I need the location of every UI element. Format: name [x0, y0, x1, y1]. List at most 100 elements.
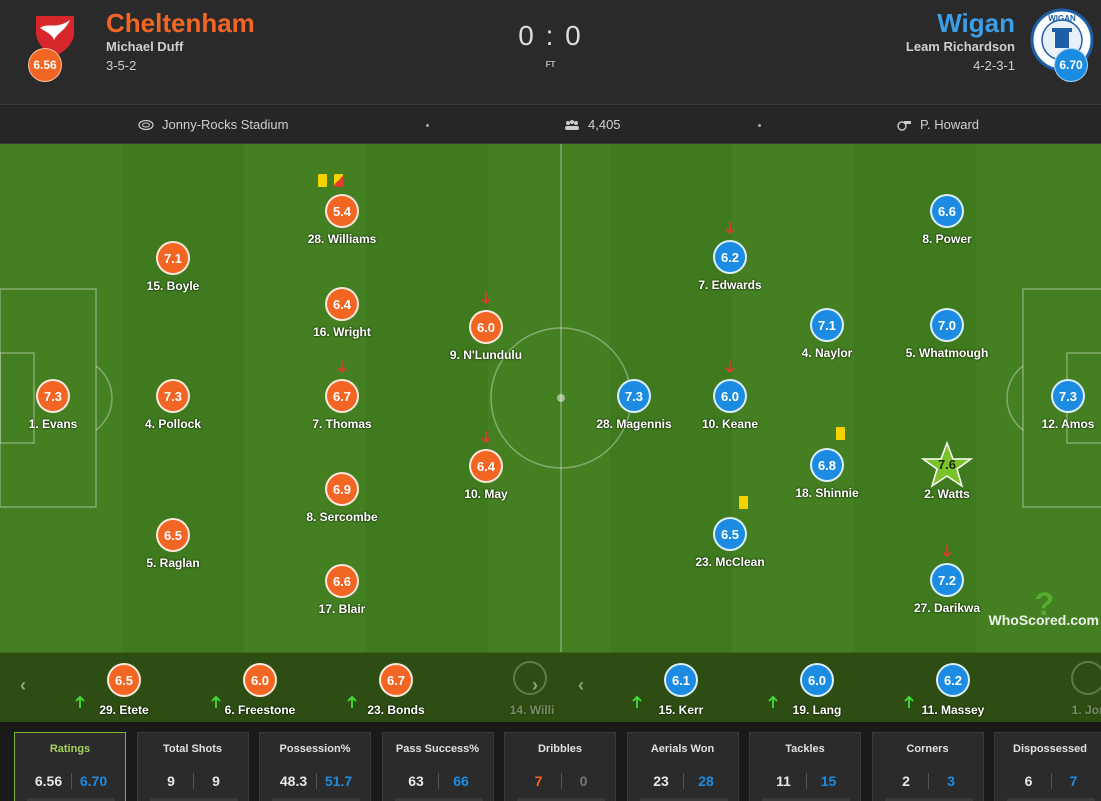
subbed-off-arrow-icon — [481, 431, 491, 444]
player-name: 23. McClean — [695, 555, 765, 569]
substitute-away[interactable]: 1. Jon — [1034, 663, 1101, 717]
stat-divider — [683, 773, 684, 789]
player-darikwa[interactable]: 7.2 27. Darikwa — [892, 563, 1002, 615]
player-rating: 6.8 — [810, 448, 844, 482]
player-boyle[interactable]: 7.1 15. Boyle — [118, 241, 228, 293]
player-naylor[interactable]: 7.1 4. Naylor — [772, 308, 882, 360]
stat-tab-aerials-won[interactable]: Aerials Won 23 28 — [626, 732, 739, 801]
player-rating: 7.1 — [156, 241, 190, 275]
home-team-name[interactable]: Cheltenham — [106, 8, 255, 38]
away-subs-prev-chevron-icon[interactable]: ‹ — [578, 675, 584, 695]
yellow-card-icon — [318, 174, 327, 187]
away-team-name[interactable]: Wigan — [937, 8, 1015, 38]
subbed-off-arrow-icon — [481, 292, 491, 305]
stat-footer-bar — [27, 798, 115, 801]
stat-title: Possession% — [279, 743, 351, 755]
stat-tab-tackles[interactable]: Tackles 11 15 — [749, 732, 861, 801]
player-sercombe[interactable]: 6.9 8. Sercombe — [287, 472, 397, 524]
substitute-home[interactable]: 6.0 6. Freestone — [205, 663, 315, 717]
referee-info: P. Howard — [896, 117, 979, 132]
player-raglan[interactable]: 6.5 5. Raglan — [118, 518, 228, 570]
player-whatmough[interactable]: 7.0 5. Whatmough — [892, 308, 1002, 360]
stat-footer-bar — [272, 798, 360, 801]
stat-home-value: 9 — [167, 773, 175, 789]
stadium-name: Jonny-Rocks Stadium — [162, 117, 289, 132]
player-name: 7. Thomas — [312, 417, 372, 431]
player-pollock[interactable]: 7.3 4. Pollock — [118, 379, 228, 431]
crowd-icon — [565, 119, 579, 130]
stat-away-value: 3 — [947, 773, 955, 789]
stat-tab-corners[interactable]: Corners 2 3 — [871, 732, 984, 801]
player-rating: 6.9 — [325, 472, 359, 506]
home-formation: 3-5-2 — [106, 58, 137, 73]
player-mcclean[interactable]: 6.5 23. McClean — [675, 517, 785, 569]
player-wright[interactable]: 6.4 16. Wright — [287, 287, 397, 339]
stat-divider — [193, 773, 194, 789]
substitute-name: 6. Freestone — [224, 703, 296, 717]
player-edwards[interactable]: 6.2 7. Edwards — [675, 240, 785, 292]
substitute-rating: 6.5 — [107, 663, 141, 697]
player-rating: 6.0 — [469, 310, 503, 344]
stat-tab-dispossessed[interactable]: Dispossessed 6 7 — [994, 732, 1101, 801]
stat-away-value: 15 — [820, 773, 837, 789]
stadium-icon — [138, 119, 154, 130]
player-name: 9. N'Lundulu — [449, 348, 523, 362]
stat-tab-total-shots[interactable]: Total Shots 9 9 — [136, 732, 249, 801]
substitute-home[interactable]: 14. Willi — [477, 663, 587, 717]
stat-home-value: 2 — [902, 773, 910, 789]
player-name: 27. Darikwa — [913, 601, 981, 615]
stat-footer-bar — [149, 798, 238, 801]
stat-divider — [1050, 773, 1052, 789]
player-name: 8. Sercombe — [306, 510, 378, 524]
player-power[interactable]: 6.6 8. Power — [892, 194, 1002, 246]
stat-away-value: 0 — [579, 773, 588, 789]
substitute-name: 14. Willi — [509, 703, 555, 717]
player-rating: 6.6 — [325, 564, 359, 598]
stat-title: Pass Success% — [395, 743, 480, 755]
player-rating: 6.6 — [930, 194, 964, 228]
player-amos[interactable]: 7.3 12. Amos — [1013, 379, 1101, 431]
home-subs-prev-chevron-icon[interactable]: ‹ — [20, 675, 26, 695]
home-subs-next-chevron-icon[interactable]: › — [532, 675, 538, 695]
player-nlundulu[interactable]: 6.0 9. N'Lundulu — [431, 310, 541, 362]
subbed-off-arrow-icon — [942, 545, 952, 558]
player-evans[interactable]: 7.3 1. Evans — [0, 379, 108, 431]
substitute-home[interactable]: 6.7 23. Bonds — [341, 663, 451, 717]
player-rating: 6.7 — [325, 379, 359, 413]
stat-home-value: 6.56 — [34, 773, 63, 789]
substitute-home[interactable]: 6.5 29. Etete — [69, 663, 179, 717]
player-rating: 6.2 — [713, 240, 747, 274]
substitute-away[interactable]: 6.1 15. Kerr — [626, 663, 736, 717]
player-shinnie[interactable]: 6.8 18. Shinnie — [772, 448, 882, 500]
stat-title: Tackles — [785, 743, 825, 755]
player-may[interactable]: 6.4 10. May — [431, 449, 541, 501]
substitute-away[interactable]: 6.2 11. Massey — [898, 663, 1008, 717]
player-magennis[interactable]: 7.3 28. Magennis — [579, 379, 689, 431]
player-rating: 7.3 — [36, 379, 70, 413]
player-rating: 7.2 — [930, 563, 964, 597]
player-thomas[interactable]: 6.7 7. Thomas — [287, 379, 397, 431]
stat-tab-possession[interactable]: Possession% 48.3 51.7 — [259, 732, 371, 801]
player-keane[interactable]: 6.0 10. Keane — [675, 379, 785, 431]
substitute-name: 29. Etete — [99, 703, 149, 717]
stat-tab-pass-success[interactable]: Pass Success% 63 66 — [381, 732, 494, 801]
player-watts[interactable]: 7.6 2. Watts — [892, 441, 1002, 501]
substitute-away[interactable]: 6.0 19. Lang — [762, 663, 872, 717]
player-blair[interactable]: 6.6 17. Blair — [287, 564, 397, 616]
stat-footer-bar — [639, 798, 728, 801]
stat-title: Dispossessed — [1013, 743, 1087, 755]
away-manager: Leam Richardson — [905, 39, 1015, 54]
player-williams[interactable]: 5.4 28. Williams — [287, 194, 397, 246]
player-name: 15. Boyle — [146, 279, 200, 293]
stat-tab-ratings[interactable]: Ratings 6.56 6.70 — [14, 732, 126, 801]
match-info-bar: Jonny-Rocks Stadium 4,405 P. Howard — [0, 106, 1101, 144]
stat-away-value: 28 — [698, 773, 714, 789]
player-name: 7. Edwards — [698, 278, 762, 292]
stat-title: Dribbles — [537, 743, 582, 755]
yellow-card-icon — [836, 427, 845, 440]
whoscored-logo-suffix: .com — [1066, 612, 1099, 628]
whistle-icon — [897, 120, 911, 131]
stat-footer-bar — [1007, 798, 1095, 801]
whoscored-logo: ? WhoScored.com — [989, 586, 1099, 628]
stat-tab-dribbles[interactable]: Dribbles 7 0 — [504, 732, 616, 801]
